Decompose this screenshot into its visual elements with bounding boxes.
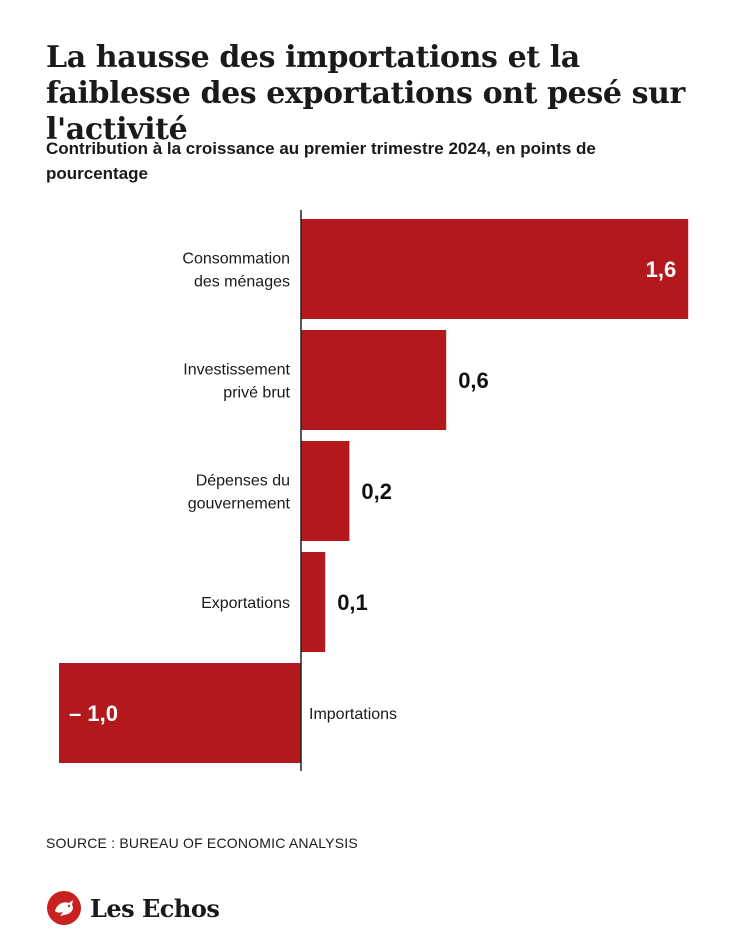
- bar-2: [301, 441, 350, 541]
- value-label-0: 1,6: [646, 257, 677, 282]
- brand-logo: Les Echos: [46, 888, 220, 928]
- value-label-2: 0,2: [361, 479, 392, 504]
- category-label-1: Investissement privé brut: [183, 362, 290, 402]
- bar-1: [301, 330, 447, 430]
- rooster-icon: [47, 891, 81, 925]
- bar-3: [301, 552, 326, 652]
- value-label-1: 0,6: [458, 368, 489, 393]
- source-note: SOURCE : BUREAU OF ECONOMIC ANALYSIS: [46, 835, 358, 851]
- bar-0: [301, 219, 689, 319]
- brand-name: Les Echos: [90, 893, 220, 923]
- value-label-3: 0,1: [337, 590, 368, 615]
- category-label-2: Dépenses du gouvernement: [188, 473, 291, 513]
- bar-4: [59, 663, 301, 763]
- bar-chart: 1,6 Consommation des ménages 0,6 Investissem…: [59, 210, 689, 771]
- category-label-4: Importations: [309, 706, 397, 723]
- value-label-4: – 1,0: [69, 701, 118, 726]
- chart-subtitle: Contribution à la croissance au premier …: [46, 139, 596, 183]
- chart-title: La hausse des importations et la faibles…: [46, 40, 685, 147]
- category-label-3: Exportations: [201, 595, 290, 612]
- category-label-0: Consommation des ménages: [182, 251, 290, 291]
